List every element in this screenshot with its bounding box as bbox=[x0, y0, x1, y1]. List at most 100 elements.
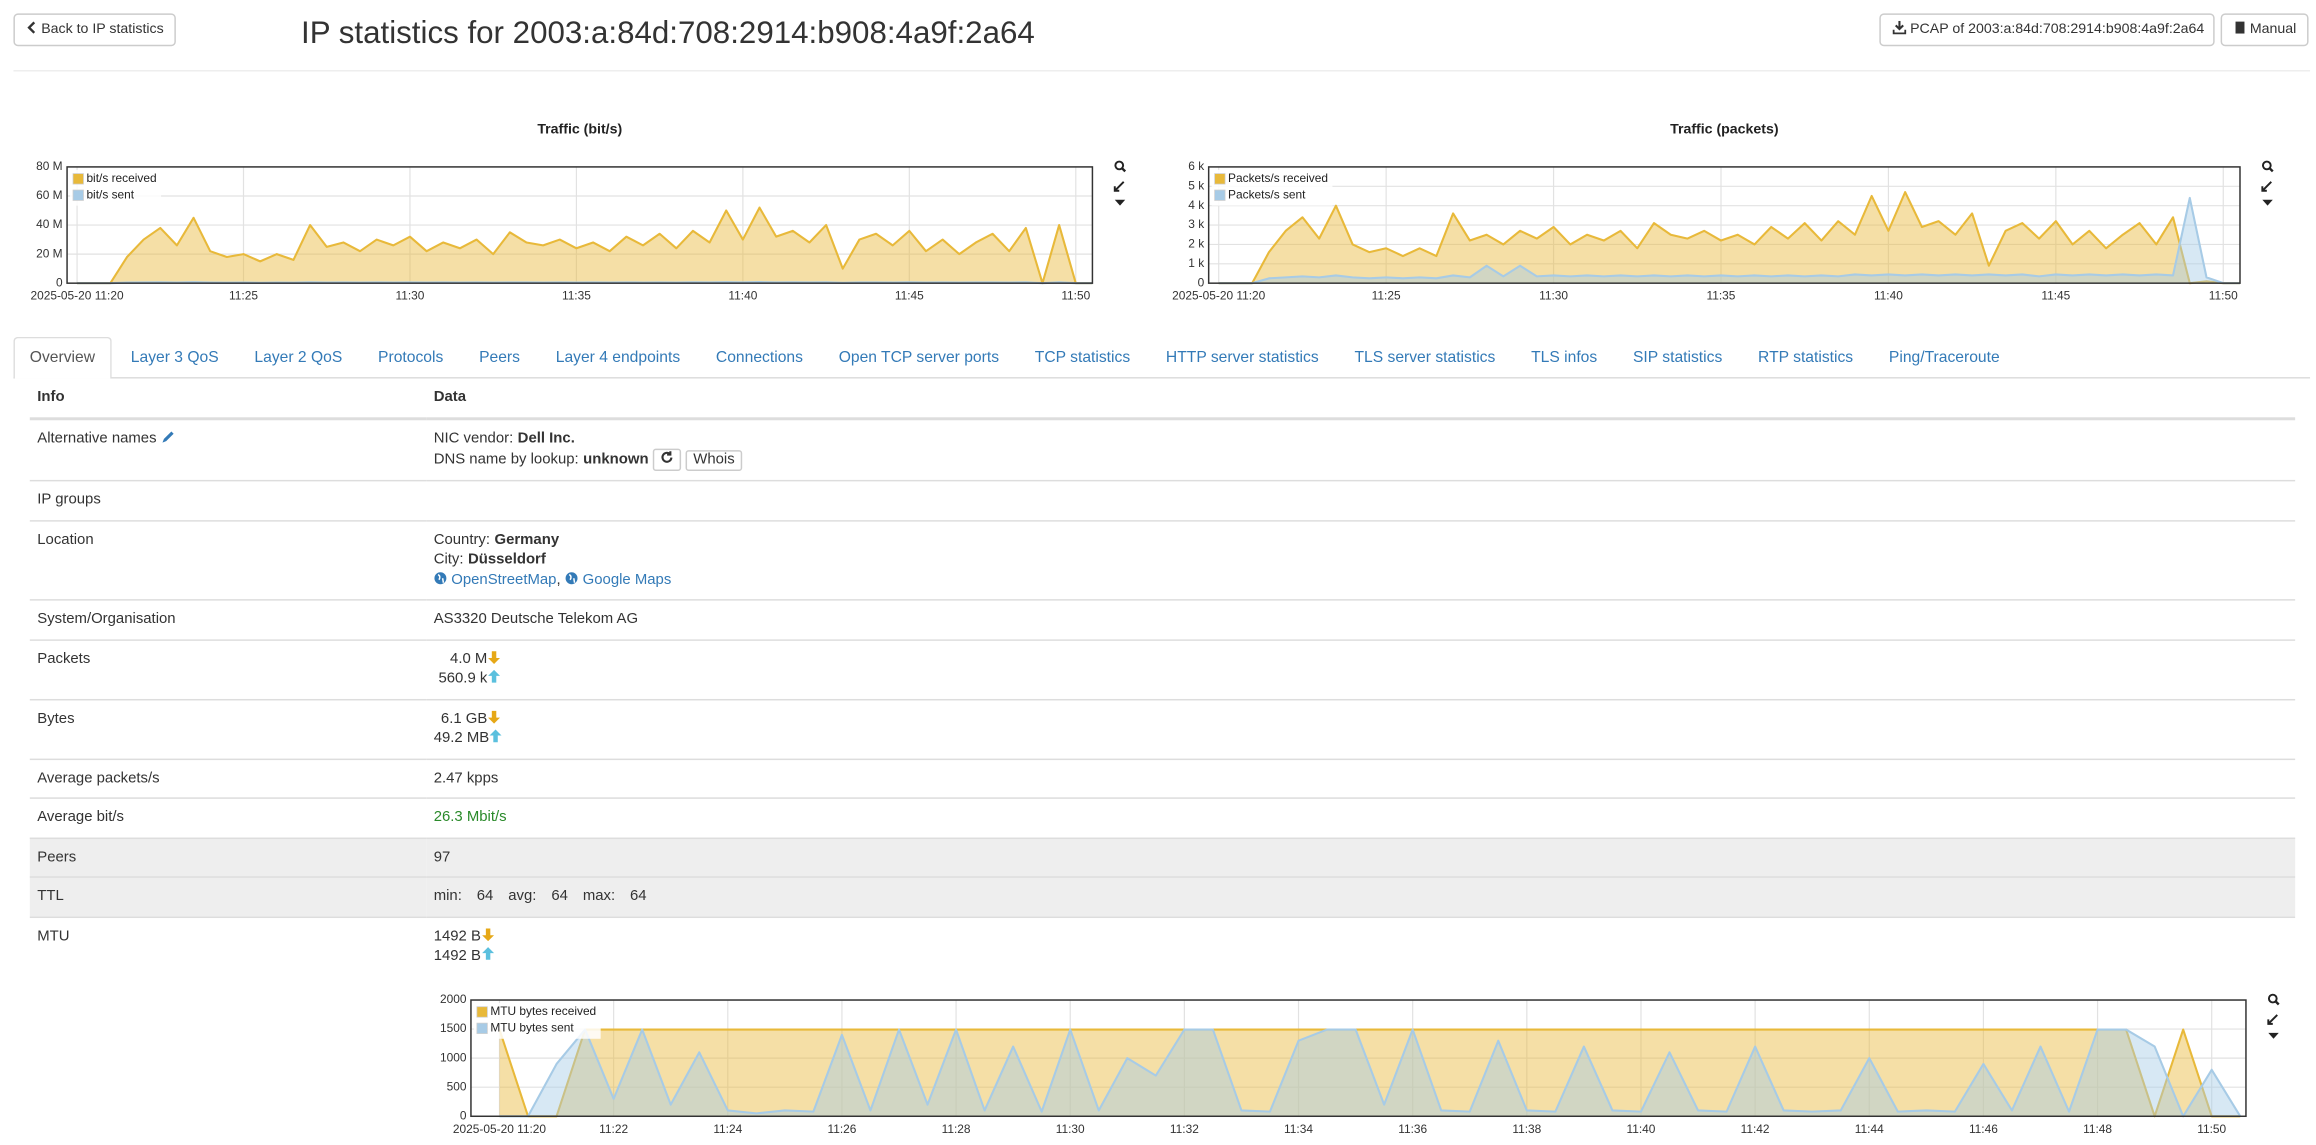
legend-swatch bbox=[72, 173, 84, 185]
zoom-icon bbox=[1114, 160, 1125, 171]
tab[interactable]: HTTP server statistics bbox=[1165, 348, 1319, 367]
tab[interactable]: TCP statistics bbox=[1034, 348, 1131, 367]
data-text: 49.2 MB bbox=[434, 729, 490, 749]
menu-icon bbox=[2262, 199, 2273, 206]
legend-swatch bbox=[476, 1022, 488, 1034]
y-tick-label: 2 k bbox=[1188, 237, 1204, 251]
y-tick-label: 1 k bbox=[1188, 256, 1204, 270]
icon bbox=[27, 21, 36, 34]
icon bbox=[488, 650, 501, 664]
table-row: System/Organisation AS3320 Deutsche Telek… bbox=[29, 599, 2296, 640]
tab[interactable]: Layer 4 endpoints bbox=[555, 348, 681, 367]
y-tick-label: 60 M bbox=[36, 188, 62, 202]
arrow-up bbox=[489, 729, 502, 743]
data-text: City: bbox=[434, 551, 464, 567]
row-label-cell: TTL bbox=[29, 876, 427, 917]
y-tick-label: 500 bbox=[447, 1079, 467, 1093]
tab[interactable]: RTP statistics bbox=[1758, 348, 1854, 367]
text: avg: bbox=[508, 888, 537, 905]
data-text: , bbox=[556, 572, 560, 588]
tab[interactable]: Connections bbox=[715, 348, 803, 367]
row-label: Peers bbox=[37, 848, 77, 866]
data-text: 64 bbox=[630, 888, 647, 904]
y-tick-label: 1000 bbox=[440, 1050, 467, 1064]
text: 49.2 MB bbox=[433, 730, 490, 747]
table-header: Info Data bbox=[29, 378, 2296, 420]
reset-icon bbox=[2267, 1013, 2278, 1025]
x-tick-label: 11:46 bbox=[1969, 1121, 1998, 1135]
manual-label: Manual bbox=[2249, 20, 2297, 38]
tab[interactable]: Open TCP server ports bbox=[838, 348, 1000, 367]
legend: Packets/s received Packets/s sent bbox=[1211, 169, 1333, 206]
y-tick-label: 5 k bbox=[1188, 178, 1204, 192]
data-line: 1492 B bbox=[434, 946, 2288, 966]
arrow-down bbox=[481, 927, 494, 941]
arrow-up bbox=[488, 669, 501, 683]
tab[interactable]: Layer 2 QoS bbox=[254, 348, 343, 367]
data-text: min: bbox=[434, 888, 462, 904]
column-header: Info bbox=[29, 378, 427, 420]
tab[interactable]: Overview bbox=[13, 336, 112, 379]
manual-button[interactable]: Manual bbox=[2220, 13, 2309, 47]
text: 6.1 GB bbox=[440, 710, 488, 727]
link[interactable]: Google Maps bbox=[565, 571, 671, 588]
x-tick-label: 11:45 bbox=[2041, 289, 2070, 303]
text: 4.0 M bbox=[450, 650, 488, 667]
row-label-cell: Average packets/s bbox=[29, 757, 427, 799]
x-tick-label: 11:30 bbox=[1056, 1121, 1085, 1135]
tab[interactable]: Ping/Traceroute bbox=[1888, 348, 2000, 367]
legend-background bbox=[473, 1002, 601, 1039]
row-label: Location bbox=[37, 531, 94, 548]
tab[interactable]: Peers bbox=[479, 348, 520, 367]
data-line: City: Düsseldorf bbox=[434, 550, 2288, 570]
text: unknown bbox=[583, 451, 649, 468]
row-label: IP groups bbox=[37, 491, 101, 509]
x-tick-label: 11:50 bbox=[2209, 289, 2238, 303]
back-button[interactable]: Back to IP statistics bbox=[13, 13, 176, 47]
text: 1492 B bbox=[433, 927, 481, 945]
x-tick-label: 11:38 bbox=[1512, 1121, 1541, 1135]
row-data-cell: min: 64 avg: 64 max: 64 bbox=[426, 876, 2296, 917]
icon bbox=[565, 571, 578, 584]
data-text: 2.47 kpps bbox=[434, 770, 499, 786]
tab[interactable]: TLS server statistics bbox=[1354, 348, 1496, 367]
x-tick-label: 11:30 bbox=[396, 289, 425, 303]
tab[interactable]: Layer 3 QoS bbox=[130, 348, 219, 367]
x-tick-label: 11:40 bbox=[1627, 1121, 1656, 1135]
text: max: bbox=[582, 888, 616, 905]
tab[interactable]: TLS infos bbox=[1531, 348, 1598, 367]
row-data-cell: 2.47 kpps bbox=[426, 757, 2296, 799]
x-tick-label: 11:28 bbox=[942, 1121, 971, 1135]
text: 1492 B bbox=[433, 947, 481, 965]
text: 64 bbox=[551, 888, 568, 905]
chart-title: Traffic (bit/s) bbox=[537, 120, 622, 136]
divider bbox=[13, 70, 2311, 72]
x-tick-label: 11:50 bbox=[2197, 1121, 2226, 1135]
icon bbox=[2235, 21, 2245, 34]
x-tick-label: 11:26 bbox=[827, 1121, 856, 1135]
line bbox=[1218, 191, 2240, 285]
tab[interactable]: SIP statistics bbox=[1632, 348, 1723, 367]
info-table: Info Data Alternative names NIC vendor: Del… bbox=[29, 378, 2296, 1145]
button[interactable]: Whois bbox=[685, 450, 743, 471]
row-data-cell: 6.1 GB 49.2 MB bbox=[426, 698, 2296, 759]
back-label: Back to IP statistics bbox=[41, 20, 164, 38]
pcap-button[interactable]: PCAP of 2003:a:84d:708:2914:b908:4a9f:2a… bbox=[1879, 13, 2215, 47]
icon[interactable] bbox=[161, 428, 174, 443]
y-tick-label: 0 bbox=[1198, 275, 1205, 289]
data-line: 560.9 k bbox=[434, 669, 2288, 689]
data-line: min: 64 avg: 64 max: 64 bbox=[434, 887, 2288, 907]
table-row: Average packets/s 2.47 kpps bbox=[29, 757, 2296, 799]
button[interactable] bbox=[653, 448, 682, 471]
chart-tools bbox=[2267, 992, 2280, 1039]
zoom-icon-handle bbox=[2268, 167, 2274, 173]
plot-border bbox=[66, 166, 1094, 284]
text: 2.47 kpps bbox=[433, 769, 499, 787]
x-tick-label: 11:24 bbox=[713, 1121, 742, 1135]
row-data-cell: 4.0 M 560.9 k bbox=[426, 638, 2296, 699]
table-row: Bytes 6.1 GB 49.2 MB bbox=[29, 698, 2296, 759]
tab[interactable]: Protocols bbox=[378, 348, 444, 367]
link[interactable]: OpenStreetMap bbox=[434, 571, 556, 588]
text: min: bbox=[433, 888, 462, 905]
page: Back to IP statistics IP statistics for … bbox=[13, 13, 2311, 1145]
